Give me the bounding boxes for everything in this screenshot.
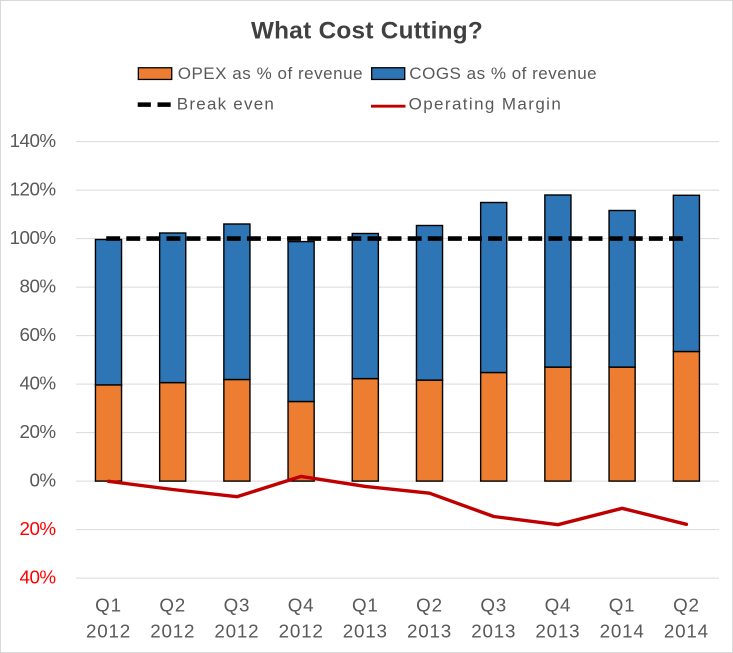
svg-text:OPEX as % of revenue: OPEX as % of revenue [178,64,363,83]
svg-text:Q4: Q4 [288,594,315,615]
svg-text:60%: 60% [20,324,57,345]
svg-text:Q1: Q1 [609,594,636,615]
svg-text:2013: 2013 [407,621,452,642]
svg-text:140%: 140% [10,130,57,151]
svg-text:40%: 40% [20,567,57,588]
svg-text:40%: 40% [20,373,57,394]
svg-text:20%: 20% [20,518,57,539]
svg-text:Q3: Q3 [224,594,251,615]
svg-text:100%: 100% [10,227,57,248]
svg-text:What Cost Cutting?: What Cost Cutting? [251,17,483,44]
svg-text:80%: 80% [20,276,57,297]
svg-text:2013: 2013 [471,621,516,642]
svg-text:Q2: Q2 [159,594,186,615]
svg-text:2012: 2012 [150,621,195,642]
svg-text:Q1: Q1 [95,594,122,615]
svg-text:Break even: Break even [177,95,275,114]
svg-text:Q3: Q3 [480,594,507,615]
svg-text:2013: 2013 [343,621,388,642]
svg-text:2012: 2012 [86,621,131,642]
svg-text:2014: 2014 [664,621,709,642]
svg-text:0%: 0% [29,470,56,491]
svg-text:COGS as % of revenue: COGS as % of revenue [409,64,597,83]
svg-text:2014: 2014 [600,621,645,642]
svg-text:2012: 2012 [279,621,324,642]
svg-text:Q2: Q2 [416,594,443,615]
svg-text:Operating Margin: Operating Margin [409,95,563,114]
svg-text:2012: 2012 [214,621,259,642]
svg-text:Q2: Q2 [673,594,700,615]
svg-text:2013: 2013 [535,621,580,642]
svg-text:120%: 120% [10,179,57,200]
svg-text:Q1: Q1 [352,594,379,615]
svg-text:Q4: Q4 [545,594,572,615]
svg-text:20%: 20% [20,421,57,442]
